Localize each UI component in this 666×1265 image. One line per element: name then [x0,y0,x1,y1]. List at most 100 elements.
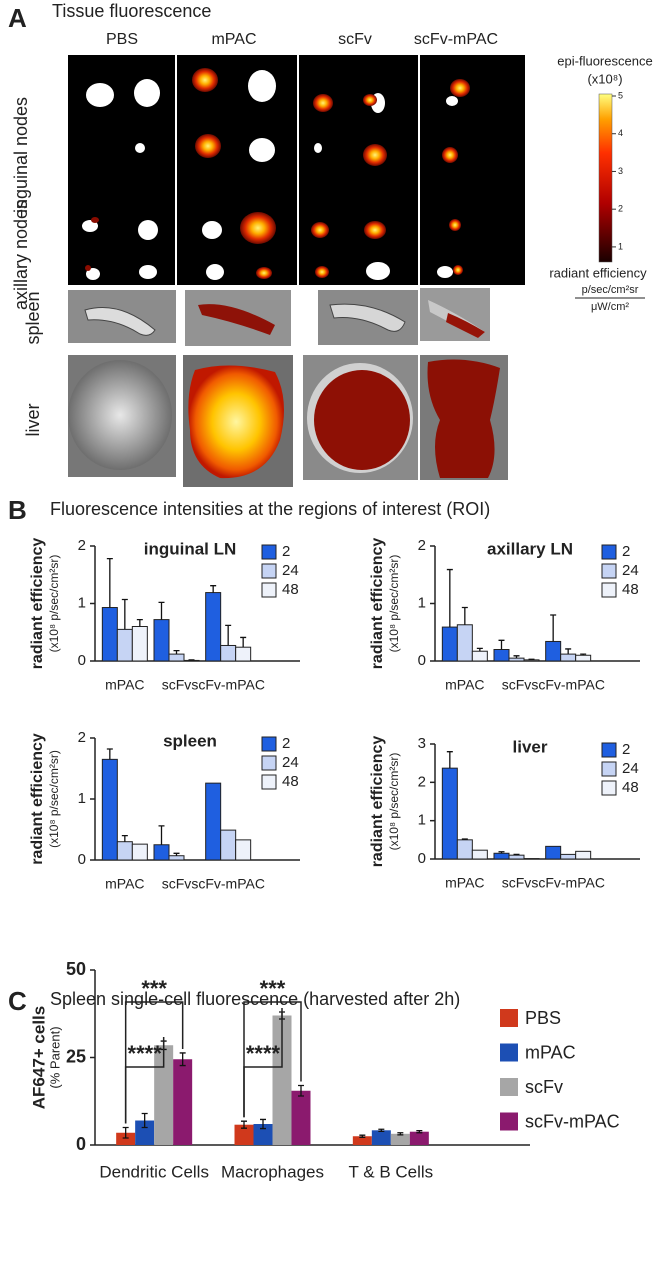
y-axis-label: radiant efficiency [369,538,386,670]
legend-swatch [500,1112,518,1131]
legend-swatch [601,780,617,796]
error-bar [188,659,195,661]
error-bar [260,1118,266,1130]
bar [153,619,170,662]
error-bar [122,1126,129,1139]
bar [471,650,488,662]
panel-a: A Tissue fluorescence PBS mPAC scFv scFv… [8,1,653,487]
chart-title: inguinal LN [144,539,237,558]
significance-bracket [124,1037,165,1124]
bar [456,839,473,860]
bar [220,644,237,662]
row-label: axillary nodes [11,200,31,310]
panel-title: Tissue fluorescence [52,1,211,21]
y-tick-label: 3 [418,735,426,752]
error-bar [378,1128,385,1132]
error-bar [446,568,453,628]
y-axis-sublabel: (% Parent) [47,1026,62,1088]
legend-label: scFv [525,1077,563,1097]
row-label: spleen [23,291,43,344]
error-bar [210,585,217,593]
bar [441,767,458,860]
error-bar [476,647,483,652]
y-axis-sublabel: (x10⁸ p/sec/cm²sr) [47,555,61,653]
legend-swatch [601,761,617,777]
legend-swatch [500,1078,518,1096]
error-bar [461,838,468,840]
legend-swatch [261,736,277,752]
error-bar [225,624,232,646]
error-bar [550,614,557,642]
legend-swatch [261,563,277,579]
y-tick-label: 1 [418,594,426,611]
legend-label: 48 [622,779,639,796]
y-tick-label: 0 [418,652,426,669]
bar [116,841,133,861]
legend-swatch [261,755,277,771]
legend-label: 24 [622,760,639,777]
legend-label: PBS [525,1008,561,1028]
y-tick-label: 2 [78,537,86,554]
column-label: scFv [338,31,372,48]
bar [205,592,222,662]
legend-label: 48 [622,581,639,598]
bar [371,1130,391,1145]
error-bar [498,851,505,854]
chart: 0 1 2 radiant efficiency (x10⁸ p/sec/cm²sr) a… [369,537,640,693]
bar [168,855,185,861]
column-label: scFv-mPAC [414,31,498,48]
y-tick-label: 2 [418,773,426,790]
row-label: inguinal nodes [11,97,31,213]
chart-title: axillary LN [487,539,573,558]
significance-label: **** [246,1041,281,1066]
error-bar [106,558,113,608]
y-tick-label: 1 [78,790,86,807]
error-bar [136,618,143,627]
y-axis-label: AF647+ cells [29,1006,48,1110]
colorbar-unit-denominator: μW/cm² [591,301,629,313]
bar [116,1132,136,1145]
panel-label: A [8,3,27,33]
x-tick-label: mPAC [105,677,144,693]
x-tick-label: T & B Cells [348,1162,433,1181]
error-bar [241,1120,247,1129]
colorbar-tick-label: 5 [618,90,623,100]
chart-title: spleen [163,731,217,750]
legend-label: 24 [622,562,639,579]
bar [272,1015,292,1145]
y-axis-sublabel: (x10⁸ p/sec/cm²sr) [387,555,401,653]
legend-label: 48 [282,773,299,790]
bar [173,1059,193,1145]
chart-title: liver [513,737,548,756]
y-tick-label: 0 [78,851,86,868]
error-bar [179,1052,186,1067]
significance-bracket [243,1001,302,1118]
bar [168,653,185,662]
y-tick-label: 2 [78,729,86,746]
bar [508,657,525,662]
bar [352,1136,372,1145]
bar [220,829,237,861]
x-tick-label: scFv [502,875,532,891]
y-axis-label: radiant efficiency [29,733,46,865]
bar [523,659,540,662]
column-label: PBS [106,31,138,48]
x-tick-label: mPAC [445,677,484,693]
y-tick-label: 0 [418,850,426,867]
x-tick-label: scFv [162,876,192,892]
colorbar: epi-fluorescence (x10⁸) radiant efficien… [549,53,652,312]
row-label: liver [23,403,43,436]
error-bar [121,598,128,630]
x-tick-label: Dendritic Cells [99,1162,209,1181]
error-bar [173,650,180,655]
x-tick-label: scFv-mPAC [531,677,605,693]
error-bar [141,1112,148,1129]
bar [545,845,562,860]
error-bar [416,1130,423,1134]
colorbar-tick-label: 2 [618,204,623,214]
legend-swatch [601,742,617,758]
panel-label: B [8,495,27,525]
y-tick-label: 2 [418,537,426,554]
bar [575,654,592,662]
